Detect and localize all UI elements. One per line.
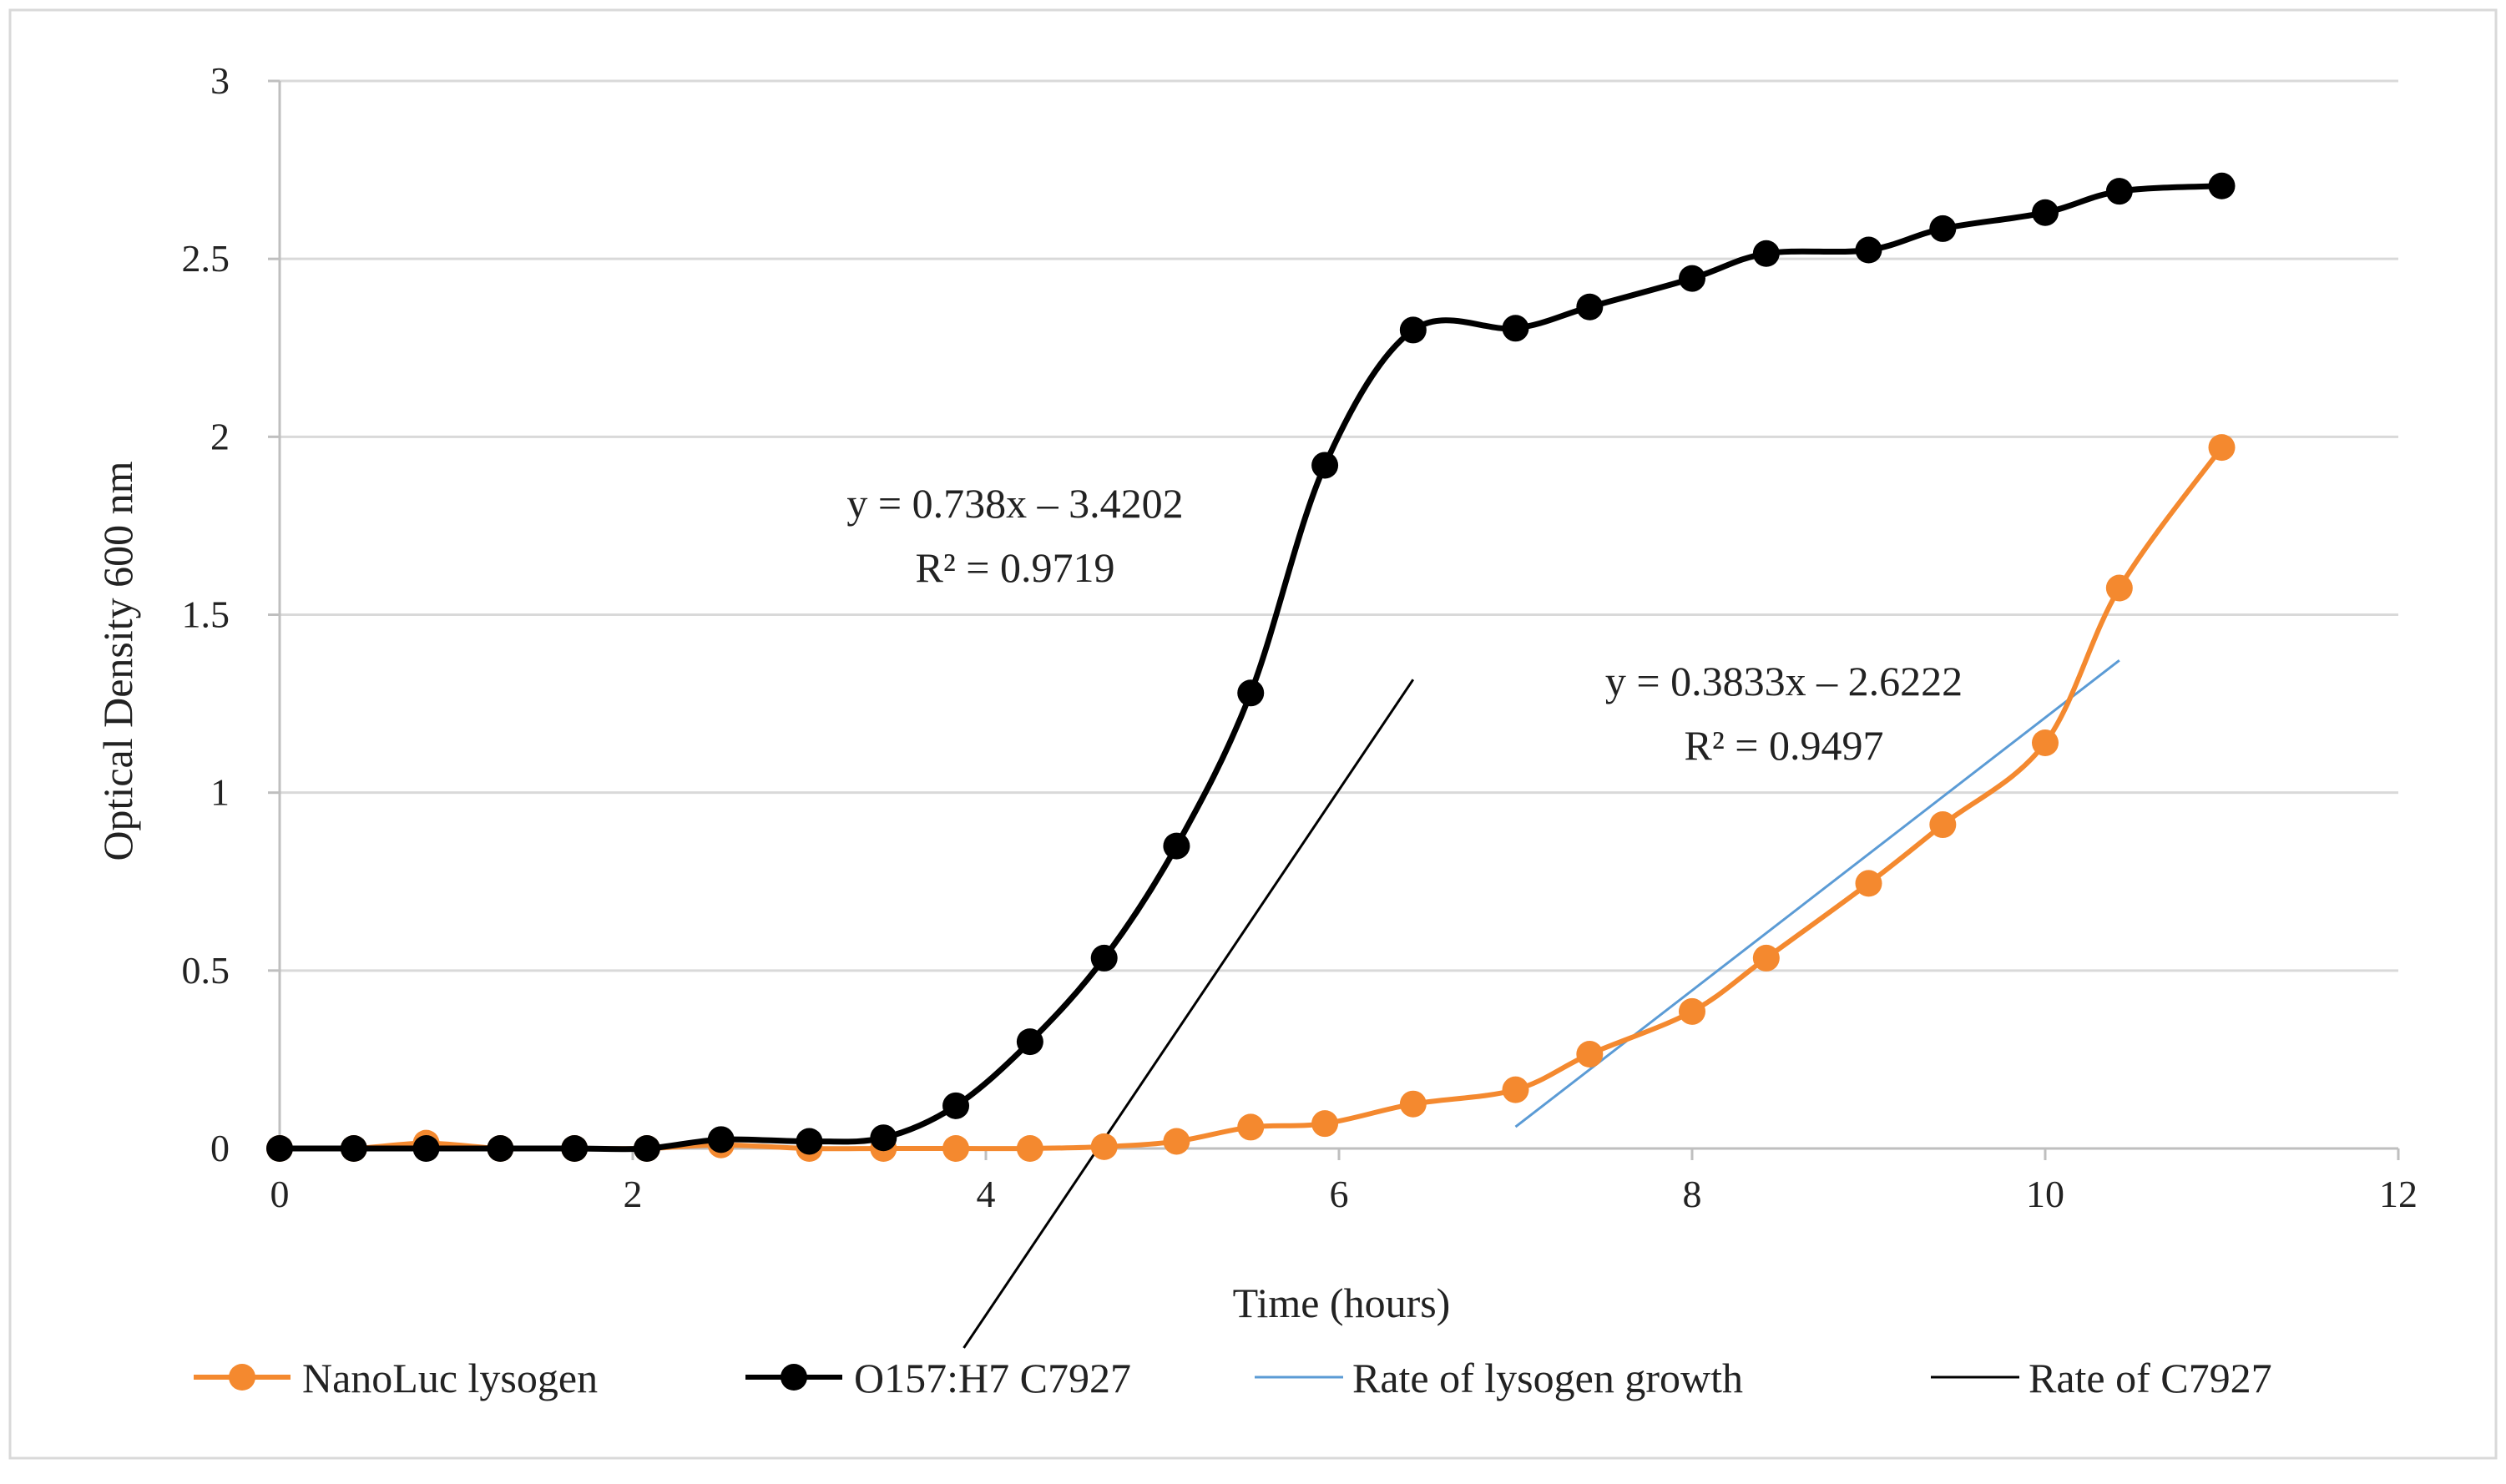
data-series: [266, 172, 2236, 1162]
nanoluc-point-10: [1016, 1135, 1043, 1162]
c7927-point-1: [340, 1135, 367, 1162]
c7927-trend-equation: y = 0.738x – 3.4202: [846, 480, 1183, 527]
nanoluc-point-16: [1502, 1076, 1529, 1103]
c7927-point-20: [1855, 236, 1882, 264]
legend-item-c7927: O157:H7 C7927: [745, 1355, 1131, 1401]
legend-item-nanoluc: NanoLuc lysogen: [194, 1355, 598, 1401]
legend-marker-c7927: [781, 1364, 807, 1391]
nanoluc-point-19: [1752, 944, 1780, 972]
lysogen-trend-r2: R² = 0.9497: [1684, 722, 1883, 769]
trendlines: [962, 659, 2120, 1349]
y-tick-label-2: 1: [210, 771, 230, 814]
nanoluc-point-24: [2208, 434, 2236, 462]
nanoluc-point-13: [1237, 1113, 1265, 1141]
nanoluc-point-11: [1090, 1133, 1118, 1160]
x-tick-label-5: 10: [2026, 1173, 2064, 1215]
nanoluc-point-21: [1929, 811, 1957, 839]
trendline-lysogen-rate: [1514, 659, 2120, 1128]
y-axis-title: Optical Density 600 nm: [94, 461, 141, 861]
c7927-point-17: [1576, 293, 1604, 321]
tick-labels: 0 2 4 6 8 10 12 0 0.5 1 1.5 2 2.5 3: [182, 59, 2418, 1215]
legend: NanoLuc lysogen O157:H7 C7927 Rate of ly…: [194, 1355, 2272, 1401]
y-tick-label-1: 0.5: [182, 949, 230, 992]
y-tick-label-4: 2: [210, 415, 230, 457]
c7927-point-11: [1090, 944, 1118, 972]
nanoluc-point-14: [1311, 1110, 1339, 1138]
x-tick-label-1: 2: [624, 1173, 643, 1215]
nanoluc-point-15: [1399, 1090, 1427, 1118]
c7927-point-15: [1399, 316, 1427, 344]
c7927-point-23: [2105, 178, 2133, 205]
nanoluc-point-23: [2105, 574, 2133, 602]
legend-marker-nanoluc: [229, 1364, 255, 1391]
y-tick-label-3: 1.5: [182, 593, 230, 636]
legend-label-nanoluc: NanoLuc lysogen: [302, 1355, 598, 1401]
x-tick-label-4: 8: [1683, 1173, 1702, 1215]
c7927-point-19: [1752, 240, 1780, 267]
trendline-c7927-rate: [962, 679, 1415, 1349]
nanoluc-point-9: [942, 1135, 970, 1162]
x-tick-label-3: 6: [1330, 1173, 1349, 1215]
lysogen-trend-equation: y = 0.3833x – 2.6222: [1605, 658, 1963, 704]
nanoluc-point-22: [2032, 729, 2059, 756]
c7927-point-9: [942, 1092, 970, 1119]
c7927-trend-r2: R² = 0.9719: [915, 544, 1114, 591]
nanoluc-point-20: [1855, 870, 1882, 897]
nanoluc-point-12: [1163, 1128, 1190, 1155]
c7927-point-3: [487, 1135, 514, 1162]
y-tick-label-5: 2.5: [182, 237, 230, 280]
c7927-point-10: [1016, 1028, 1043, 1056]
c7927-point-18: [1679, 265, 1705, 292]
c7927-point-5: [633, 1135, 660, 1162]
legend-item-lysogen-rate: Rate of lysogen growth: [1255, 1355, 1743, 1401]
legend-label-c7927: O157:H7 C7927: [854, 1355, 1131, 1401]
nanoluc-point-18: [1679, 997, 1705, 1025]
c7927-point-14: [1311, 452, 1339, 479]
c7927-point-2: [412, 1135, 440, 1162]
c7927-point-8: [870, 1124, 897, 1152]
x-tick-label-6: 12: [2379, 1173, 2418, 1215]
c7927-point-22: [2032, 199, 2059, 226]
c7927-point-4: [561, 1135, 589, 1162]
gridlines: [280, 79, 2398, 972]
legend-label-c7927-rate: Rate of C7927: [2029, 1355, 2272, 1401]
c7927-point-0: [266, 1135, 293, 1162]
y-tick-label-6: 3: [210, 59, 230, 102]
x-tick-label-0: 0: [270, 1173, 290, 1215]
nanoluc-point-17: [1576, 1041, 1604, 1068]
c7927-point-16: [1502, 315, 1529, 342]
c7927-point-21: [1929, 215, 1957, 242]
y-tick-label-0: 0: [210, 1127, 230, 1169]
c7927-point-6: [707, 1126, 735, 1153]
x-axis-title: Time (hours): [1233, 1280, 1451, 1326]
legend-label-lysogen-rate: Rate of lysogen growth: [1352, 1355, 1743, 1401]
c7927-point-13: [1237, 679, 1265, 707]
legend-item-c7927-rate: Rate of C7927: [1931, 1355, 2272, 1401]
x-tick-label-2: 4: [977, 1173, 996, 1215]
c7927-point-12: [1163, 832, 1190, 860]
c7927-point-24: [2208, 172, 2236, 199]
c7927-point-7: [796, 1128, 823, 1155]
chart-border: [8, 8, 2498, 1460]
